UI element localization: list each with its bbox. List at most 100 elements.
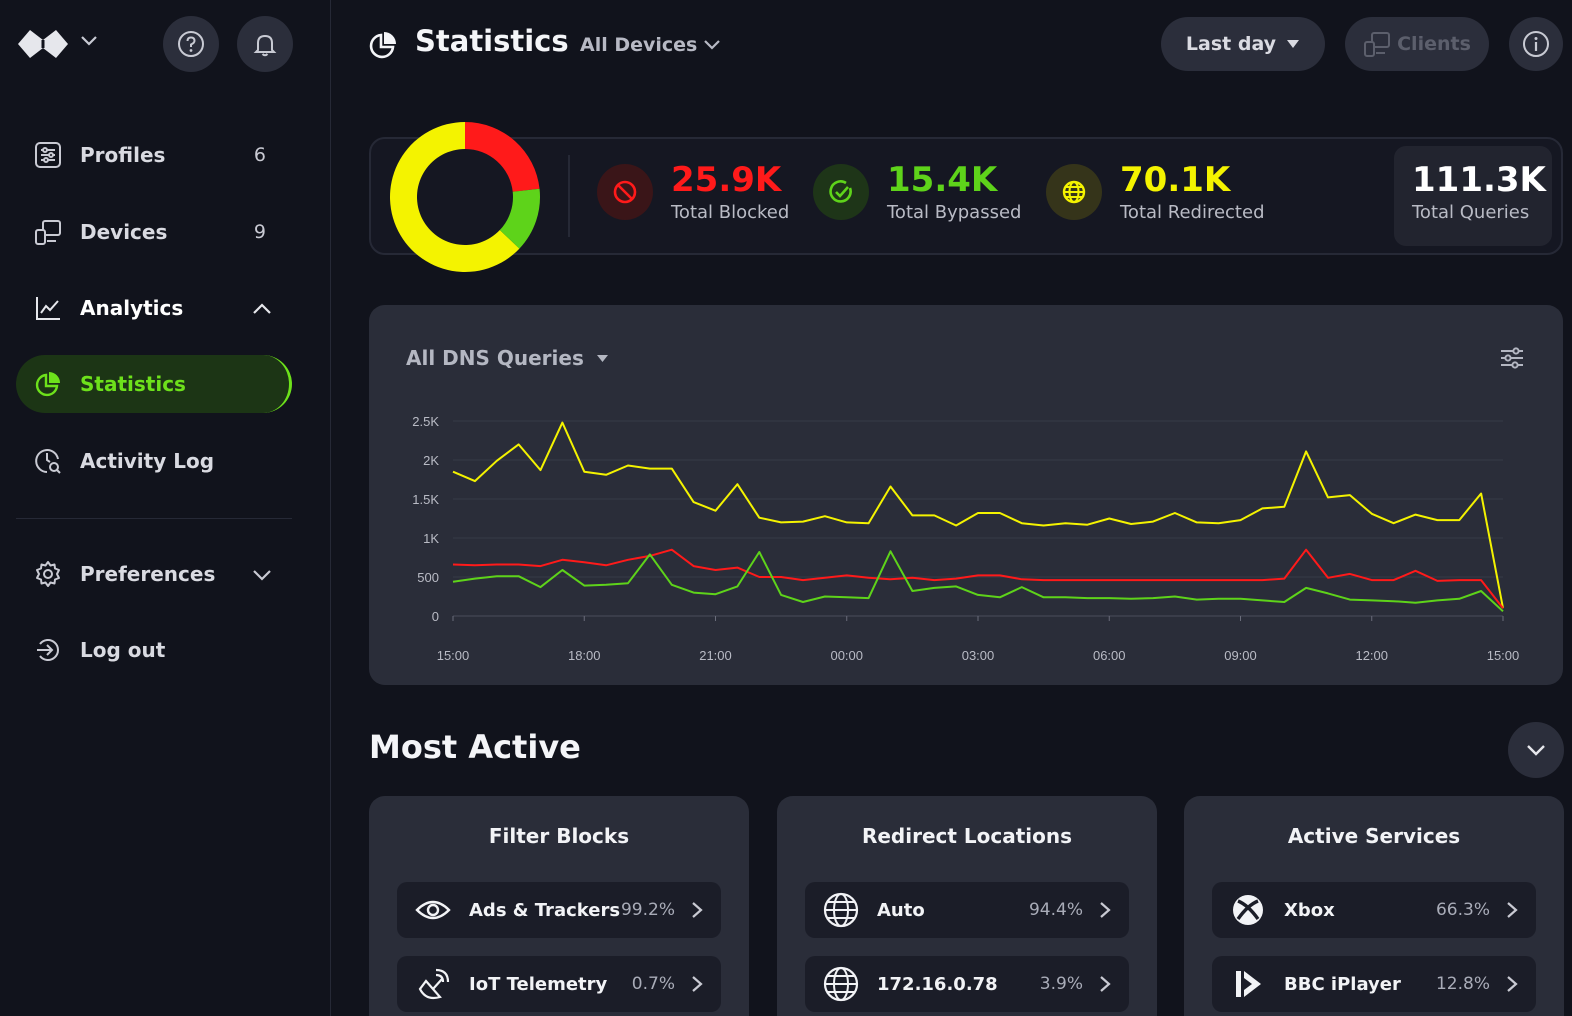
info-button[interactable] [1509,17,1563,71]
eye-icon [413,890,453,930]
chevron-right-icon [1507,976,1518,992]
list-item[interactable]: BBC iPlayer 12.8% [1212,956,1536,1012]
card-title: Filter Blocks [488,824,630,848]
bypassed-value: 15.4K [887,160,998,200]
x-tick-label: 21:00 [699,648,732,663]
device-filter-dropdown[interactable]: All Devices [580,34,721,56]
dns-queries-line-chart: 0 500 1K 1.5K 2K 2.5K 15:00 18:00 21:00 00:00 03:… [412,414,1520,663]
devices-count: 9 [253,221,266,243]
clients-button[interactable]: Clients [1345,17,1489,71]
notifications-button[interactable] [237,16,293,72]
caret-down-icon [596,354,608,362]
info-icon [1523,31,1549,57]
stat-bypassed: 15.4K Total Bypassed [813,160,1021,223]
y-tick-label: 500 [417,570,439,585]
help-button[interactable] [163,16,219,72]
most-active-title: Most Active [369,728,581,766]
gear-icon [34,560,62,588]
donut-redirected-segment [390,122,520,272]
stat-redirected: 70.1K Total Redirected [1046,160,1265,223]
line-chart-icon [34,294,62,322]
xbox-icon [1228,890,1268,930]
redirected-label: Total Redirected [1120,202,1265,223]
sidebar-item-activity-log[interactable]: Activity Log [16,432,292,490]
list-item[interactable]: Xbox 66.3% [1212,882,1536,938]
series-line-0 [452,421,1504,609]
list-item[interactable]: Ads & Trackers 99.2% [397,882,721,938]
card-title: Active Services [1287,824,1461,848]
bypassed-label: Total Bypassed [887,202,1022,223]
filter-blocks-card: Filter Blocks Ads & Trackers 99.2% IoT T… [369,796,749,1016]
x-tick-label: 12:00 [1355,648,1388,663]
time-range-dropdown[interactable]: Last day [1161,17,1325,71]
devices-icon [1364,32,1391,57]
time-range-label: Last day [1185,33,1277,55]
profiles-count: 6 [253,144,266,166]
sidebar: Profiles 6 Devices 9 Analytics Statistic… [0,0,331,1016]
y-tick-label: 1.5K [412,492,439,507]
sidebar-item-label: Profiles [80,143,166,167]
sidebar-item-profiles[interactable]: Profiles 6 [16,126,292,184]
list-item[interactable]: 172.16.0.78 3.9% [805,956,1129,1012]
check-circle-icon [813,163,869,220]
chevron-down-icon [1527,745,1545,756]
sidebar-item-statistics[interactable]: Statistics [16,355,292,413]
pie-icon [368,30,398,64]
list-item[interactable]: IoT Telemetry 0.7% [397,956,721,1012]
stat-total: 111.3K Total Queries [1394,146,1552,246]
y-tick-label: 2.5K [412,414,439,429]
blocked-icon [597,163,653,220]
bell-icon [253,34,277,57]
y-tick-label: 0 [432,609,439,624]
x-tick-label: 09:00 [1224,648,1257,663]
sliders-icon [34,141,62,169]
y-tick-label: 2K [423,453,439,468]
sidebar-item-logout[interactable]: Log out [16,621,292,679]
row-percent: 99.2% [620,900,675,920]
chevron-right-icon [1100,902,1111,918]
chart-card [369,305,1563,685]
sidebar-item-devices[interactable]: Devices 9 [16,203,292,261]
x-tick-label: 15:00 [1487,648,1520,663]
chevron-down-icon[interactable] [252,562,272,586]
queries-donut-chart [388,120,542,278]
row-name: 172.16.0.78 [877,973,998,995]
sidebar-item-analytics[interactable]: Analytics [16,279,292,337]
blocked-value: 25.9K [671,160,782,200]
active-services-card: Active Services Xbox 66.3% BBC iPlayer 1… [1184,796,1564,1016]
row-percent: 94.4% [1028,900,1083,920]
collapse-button[interactable] [1508,722,1564,778]
query-type-dropdown[interactable]: All DNS Queries [406,346,609,370]
chevron-up-icon[interactable] [252,296,272,320]
filter-icon[interactable] [1498,344,1526,376]
chevron-down-icon[interactable] [80,32,98,51]
sidebar-item-label: Devices [80,220,168,244]
satellite-icon [413,964,453,1004]
sidebar-item-label: Statistics [80,372,186,396]
pie-icon [34,370,62,398]
clients-label: Clients [1397,33,1471,55]
globe-icon [821,890,861,930]
help-icon [178,31,204,57]
donut-blocked-segment [465,122,540,192]
redirect-locations-card: Redirect Locations Auto 94.4% 172.16.0.7… [777,796,1157,1016]
blocked-label: Total Blocked [671,202,790,223]
chevron-right-icon [1507,902,1518,918]
chevron-right-icon [692,902,703,918]
row-percent: 3.9% [1039,974,1083,994]
logo-icon[interactable] [14,24,74,64]
row-percent: 12.8% [1435,974,1490,994]
devices-icon [34,218,62,246]
device-filter-label: All Devices [580,34,698,56]
summary-divider [568,155,570,237]
iplayer-icon [1228,964,1268,1004]
caret-down-icon [1287,40,1300,48]
card-title: Redirect Locations [861,824,1073,848]
list-item[interactable]: Auto 94.4% [805,882,1129,938]
sidebar-item-label: Preferences [80,562,216,586]
row-name: Auto [877,899,925,921]
stat-blocked: 25.9K Total Blocked [597,160,789,223]
row-name: Xbox [1284,899,1335,921]
sidebar-item-preferences[interactable]: Preferences [16,545,292,603]
row-name: Ads & Trackers [469,899,621,921]
